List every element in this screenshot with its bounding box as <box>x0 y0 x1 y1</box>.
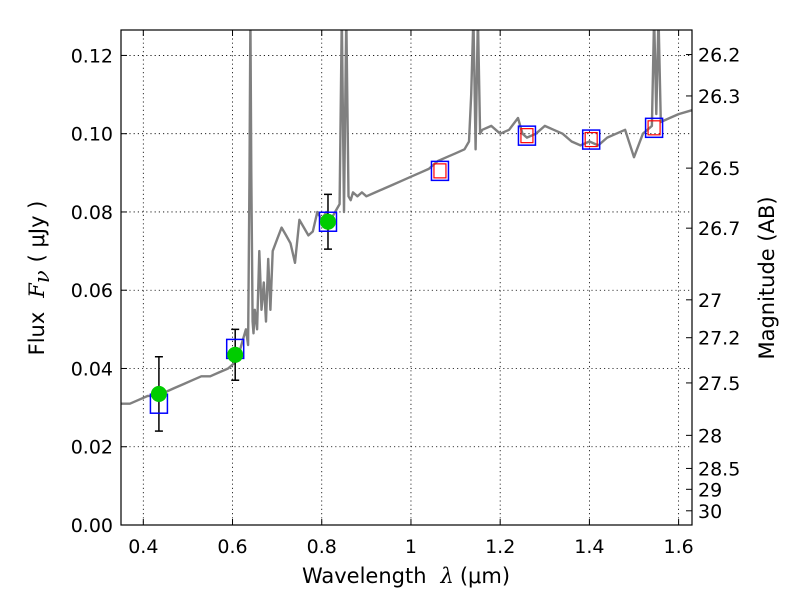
spectrum-layer <box>121 30 692 405</box>
predicted-photometry-square <box>433 163 447 179</box>
y-tick-label: 0.06 <box>71 280 113 302</box>
y2-tick-label: 28.5 <box>698 458 740 480</box>
y-tick-label: 0.02 <box>71 437 113 459</box>
y2-tick-label: 27.5 <box>698 373 740 395</box>
plot-area <box>121 30 692 432</box>
x-tick-label: 0.8 <box>307 536 337 558</box>
y-tick-label: 0.10 <box>71 124 113 146</box>
y2-tick-label: 26.5 <box>698 158 740 180</box>
observed-photometry-point <box>227 346 244 363</box>
x-tick-label: 1.4 <box>574 536 604 558</box>
x-axis-label: Wavelength λ (μm) <box>302 564 510 588</box>
x-axis: 0.4 0.6 0.8 1 1.2 1.4 1.6 <box>128 30 694 558</box>
grid <box>121 30 692 526</box>
y2-tick-label: 27 <box>698 290 722 312</box>
y-tick-label: 0.08 <box>71 202 113 224</box>
y-axis-label: FluxFν( μJy ) <box>25 201 54 356</box>
model-photometry-square <box>517 125 537 146</box>
y2-tick-label: 30 <box>698 501 722 523</box>
y2-axis-label: Magnitude (AB) <box>755 196 779 359</box>
y2-tick-label: 29 <box>698 479 722 501</box>
y-tick-label: 0.12 <box>71 45 113 67</box>
predicted-photometry-square <box>584 131 598 148</box>
observed-photometry-point <box>150 385 167 402</box>
x-tick-label: 1 <box>405 536 417 558</box>
x-tick-label: 1.2 <box>485 536 515 558</box>
y2-tick-label: 26.3 <box>698 86 740 108</box>
y2-tick-label: 26.7 <box>698 218 740 240</box>
y-axis-left: 0.00 0.02 0.04 0.06 0.08 0.10 0.12 <box>71 45 127 537</box>
spectrum-line <box>121 30 692 405</box>
model-photometry-square <box>430 160 450 182</box>
x-tick-label: 0.4 <box>128 536 158 558</box>
axes-frame <box>120 29 693 526</box>
y2-tick-label: 28 <box>698 425 722 447</box>
model-photometry-square <box>644 117 664 139</box>
predicted-photometry-square <box>520 128 534 144</box>
model-photometry-square <box>318 211 338 232</box>
x-tick-label: 0.6 <box>217 536 247 558</box>
predicted-photometry-square <box>647 120 661 136</box>
observed-photometry-point <box>319 213 336 230</box>
y2-tick-label: 26.2 <box>698 45 740 67</box>
y-tick-label: 0.00 <box>71 515 113 537</box>
x-tick-label: 1.6 <box>664 536 694 558</box>
marker-layer <box>149 117 664 414</box>
y2-tick-label: 27.2 <box>698 328 740 350</box>
model-photometry-square <box>581 129 601 150</box>
y-tick-label: 0.04 <box>71 358 113 380</box>
